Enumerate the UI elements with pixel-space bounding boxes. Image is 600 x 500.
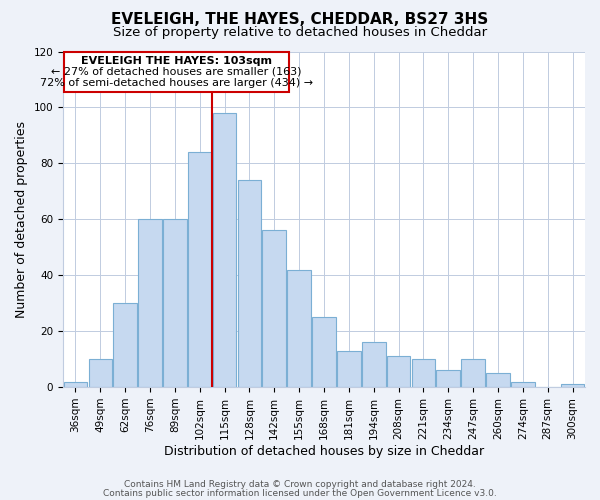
Bar <box>64 382 87 387</box>
FancyBboxPatch shape <box>64 52 289 92</box>
Bar <box>262 230 286 387</box>
Bar <box>312 317 336 387</box>
Bar <box>138 220 162 387</box>
Text: EVELEIGH, THE HAYES, CHEDDAR, BS27 3HS: EVELEIGH, THE HAYES, CHEDDAR, BS27 3HS <box>112 12 488 28</box>
Bar <box>89 359 112 387</box>
Bar <box>337 350 361 387</box>
Text: EVELEIGH THE HAYES: 103sqm: EVELEIGH THE HAYES: 103sqm <box>81 56 272 66</box>
Text: 72% of semi-detached houses are larger (434) →: 72% of semi-detached houses are larger (… <box>40 78 313 88</box>
Bar <box>213 113 236 387</box>
Bar <box>387 356 410 387</box>
Bar <box>486 373 510 387</box>
Text: Size of property relative to detached houses in Cheddar: Size of property relative to detached ho… <box>113 26 487 39</box>
Text: Contains public sector information licensed under the Open Government Licence v3: Contains public sector information licen… <box>103 488 497 498</box>
Bar <box>188 152 212 387</box>
Bar <box>461 359 485 387</box>
Bar <box>511 382 535 387</box>
X-axis label: Distribution of detached houses by size in Cheddar: Distribution of detached houses by size … <box>164 444 484 458</box>
Bar <box>436 370 460 387</box>
Bar <box>163 220 187 387</box>
Text: ← 27% of detached houses are smaller (163): ← 27% of detached houses are smaller (16… <box>52 67 302 77</box>
Y-axis label: Number of detached properties: Number of detached properties <box>15 121 28 318</box>
Text: Contains HM Land Registry data © Crown copyright and database right 2024.: Contains HM Land Registry data © Crown c… <box>124 480 476 489</box>
Bar <box>238 180 261 387</box>
Bar <box>412 359 435 387</box>
Bar <box>362 342 386 387</box>
Bar <box>113 303 137 387</box>
Bar <box>287 270 311 387</box>
Bar <box>561 384 584 387</box>
